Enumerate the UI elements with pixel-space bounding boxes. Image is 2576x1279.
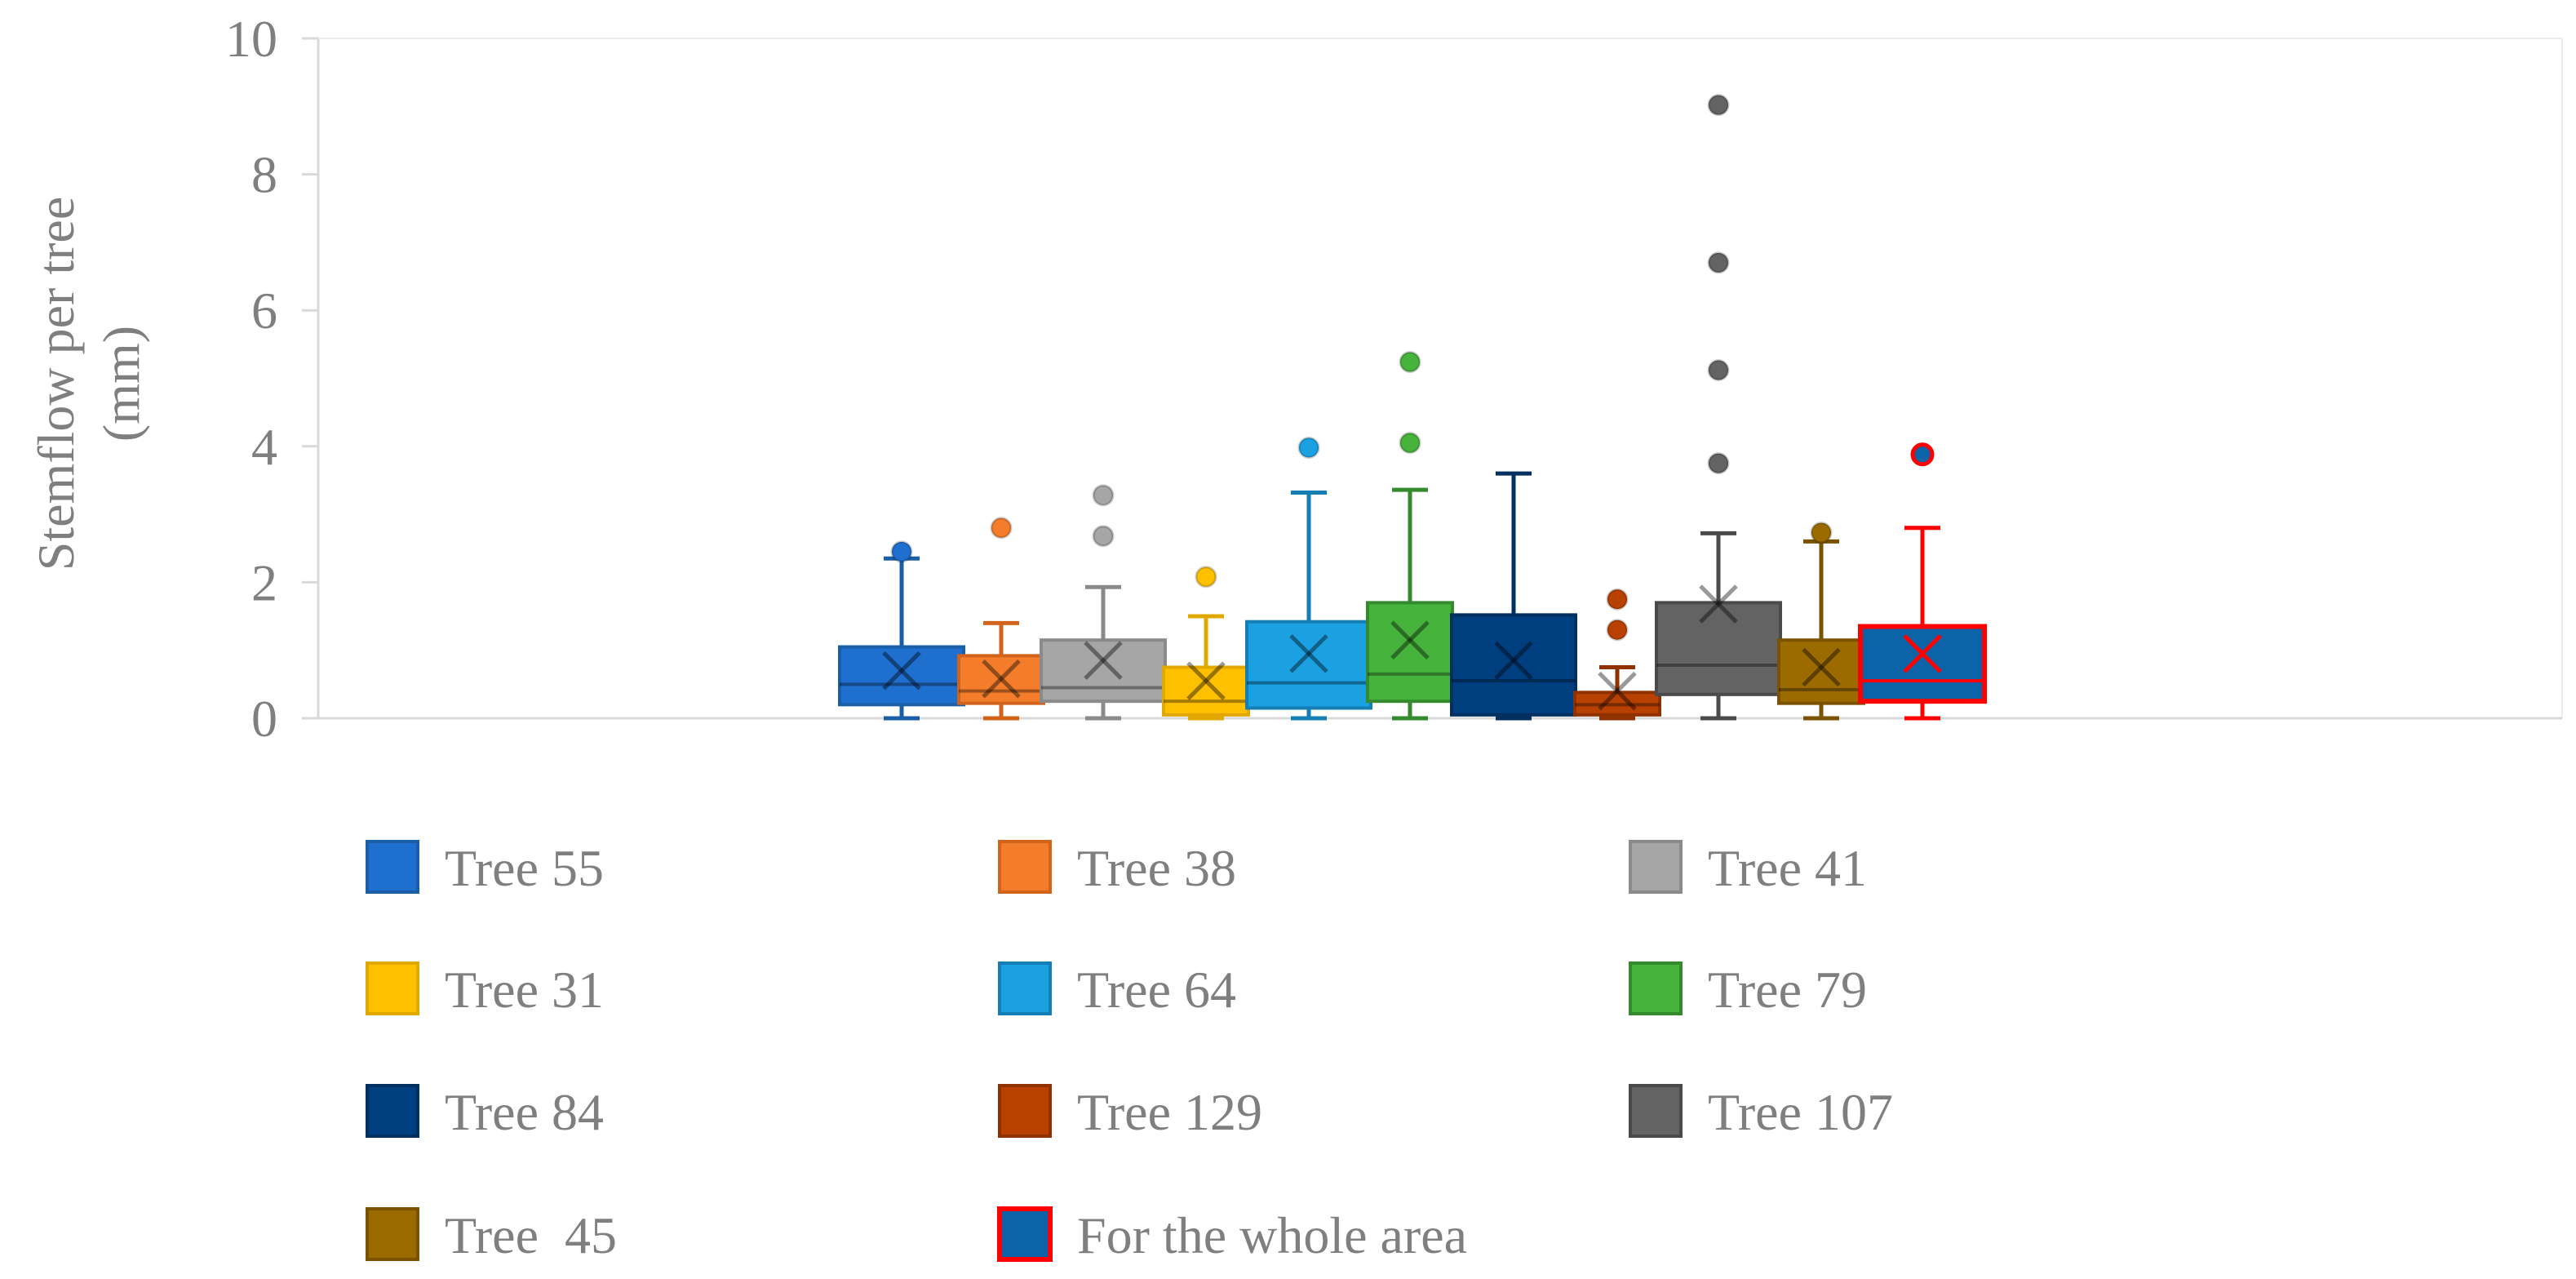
- legend-label-6: Tree 79: [1708, 961, 1867, 1019]
- mean-marker-stroke-a: [1699, 584, 1738, 624]
- mean-marker-stroke-b: [1390, 620, 1430, 659]
- y-tick-label-4: 4: [251, 418, 277, 476]
- box-series-10: [1777, 522, 1865, 721]
- y-tick-label-6: 6: [251, 282, 277, 340]
- legend-swatch-11: [997, 1206, 1053, 1262]
- y-tick-label-10: 10: [225, 10, 277, 68]
- legend-label-7: Tree 84: [445, 1083, 604, 1141]
- legend-swatch-4: [366, 961, 419, 1015]
- legend-label-9: Tree 107: [1708, 1083, 1893, 1141]
- mean-marker-stroke-a: [1289, 634, 1328, 673]
- box-series-2: [957, 517, 1045, 721]
- box-iqr: [1573, 691, 1661, 717]
- legend-label-3: Tree 41: [1708, 839, 1867, 897]
- mean-marker-stroke-a: [1802, 647, 1841, 687]
- box-series-group: [838, 94, 1987, 721]
- legend-swatch-7: [366, 1084, 419, 1138]
- mean-marker-stroke-b: [882, 651, 921, 691]
- mean-marker-stroke-a: [1494, 641, 1533, 680]
- legend-label-4: Tree 31: [445, 961, 604, 1019]
- mean-marker-stroke-b: [1699, 584, 1738, 624]
- legend-label-10: Tree 45: [445, 1206, 617, 1264]
- mean-marker-stroke-a: [1390, 620, 1430, 659]
- outlier-point-1: [1810, 522, 1833, 544]
- outlier-point-3: [1707, 251, 1730, 274]
- outlier-point-1: [1606, 619, 1629, 642]
- box-iqr: [1655, 601, 1782, 696]
- y-axis-ticks: 0 2 4 6 8 10: [225, 10, 318, 748]
- legend-label-1: Tree 55: [445, 839, 604, 897]
- box-iqr: [1245, 620, 1372, 710]
- box-iqr: [1777, 638, 1865, 705]
- legend-swatch-1: [366, 840, 419, 894]
- mean-marker-stroke-b: [1903, 634, 1942, 673]
- outlier-point-2: [1707, 359, 1730, 382]
- box-series-5: [1245, 436, 1372, 721]
- mean-marker-stroke-b: [1186, 661, 1226, 700]
- outlier-point-2: [1092, 484, 1115, 507]
- y-tick-label-8: 8: [251, 146, 277, 204]
- box-series-9: [1655, 94, 1782, 721]
- mean-marker-stroke-a: [1186, 661, 1226, 700]
- box-iqr: [1162, 665, 1250, 717]
- y-tick-label-0: 0: [251, 690, 277, 748]
- outlier-point-1: [1910, 442, 1935, 467]
- mean-marker-stroke-b: [1289, 634, 1328, 673]
- legend-label-5: Tree 64: [1077, 961, 1236, 1019]
- legend-swatch-8: [998, 1084, 1052, 1138]
- outlier-point-1: [1707, 452, 1730, 475]
- box-iqr: [1450, 613, 1577, 717]
- box-iqr: [1858, 624, 1987, 704]
- box-series-7: [1450, 471, 1577, 721]
- legend-swatch-9: [1629, 1084, 1683, 1138]
- mean-marker-stroke-a: [1598, 671, 1637, 711]
- box-series-4: [1162, 566, 1250, 721]
- legend-label-8: Tree 129: [1077, 1083, 1262, 1141]
- legend-swatch-2: [998, 840, 1052, 894]
- box-series-8: [1573, 588, 1661, 721]
- outlier-point-1: [990, 517, 1013, 540]
- box-series-3: [1040, 484, 1167, 721]
- outlier-point-1: [890, 540, 913, 563]
- mean-marker-stroke-a: [1084, 641, 1123, 680]
- mean-marker-stroke-b: [1598, 671, 1637, 711]
- box-series-6: [1366, 351, 1454, 721]
- legend-swatch-10: [366, 1207, 419, 1261]
- legend-label-11: For the whole area: [1077, 1206, 1467, 1264]
- outlier-point-2: [1399, 351, 1421, 374]
- outlier-point-1: [1195, 566, 1217, 588]
- legend-swatch-6: [1629, 961, 1683, 1015]
- outlier-point-1: [1092, 525, 1115, 548]
- outlier-point-2: [1606, 588, 1629, 611]
- box-iqr: [838, 645, 965, 707]
- mean-marker-stroke-b: [1802, 647, 1841, 687]
- plot-area: [317, 38, 2563, 720]
- legend-label-2: Tree 38: [1077, 839, 1236, 897]
- box-series-11: [1858, 442, 1987, 721]
- legend-swatch-5: [998, 961, 1052, 1015]
- outlier-point-1: [1297, 436, 1320, 459]
- box-iqr: [1366, 601, 1454, 704]
- y-axis-title-line-2: (mm): [92, 326, 150, 442]
- legend: Tree 55 Tree 38 Tree 41 Tree 31 Tree 64 Tree …: [366, 839, 1893, 1264]
- legend-swatch-3: [1629, 840, 1683, 894]
- y-axis-title-line-1: Stemflow per tree: [27, 197, 85, 571]
- mean-marker-stroke-b: [1494, 641, 1533, 680]
- mean-marker-stroke-a: [882, 651, 921, 691]
- y-axis-title: Stemflow per tree (mm): [27, 197, 150, 571]
- mean-marker-stroke-b: [1084, 641, 1123, 680]
- box-series-1: [838, 540, 965, 721]
- mean-marker-stroke-a: [982, 659, 1021, 699]
- outlier-point-4: [1707, 94, 1730, 117]
- y-tick-label-2: 2: [251, 553, 277, 611]
- outlier-point-1: [1399, 432, 1421, 455]
- box-iqr: [1040, 638, 1167, 704]
- mean-marker-stroke-b: [982, 659, 1021, 699]
